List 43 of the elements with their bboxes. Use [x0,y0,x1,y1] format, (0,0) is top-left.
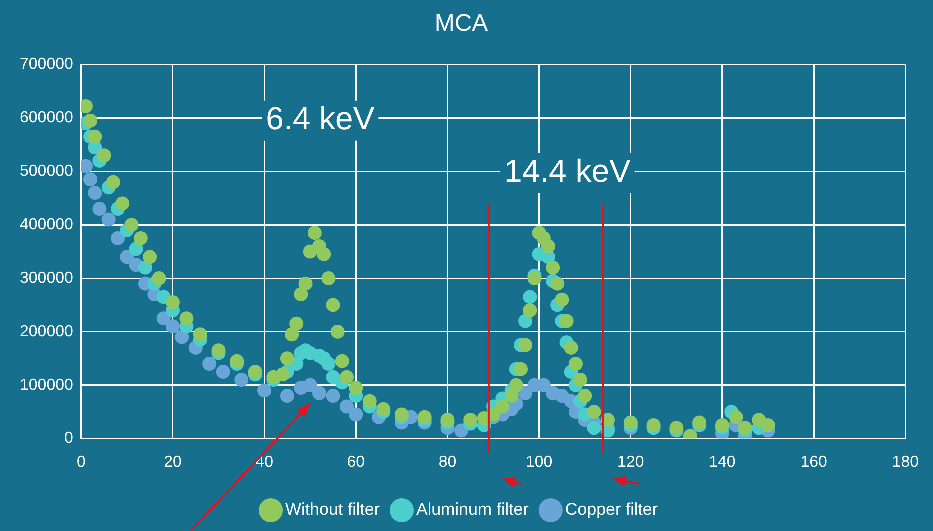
point [280,389,294,404]
x-tick-label: 20 [164,454,182,471]
point [454,424,468,438]
point [92,202,107,216]
point [234,373,249,388]
point [175,330,190,344]
y-tick-label: 400000 [20,216,74,234]
annotation: 14.4 keV [504,153,632,190]
y-tick-label: 500000 [20,163,74,180]
legend-label: Without filter [286,500,380,520]
point [88,186,102,200]
x-tick-label: 120 [618,454,644,471]
point [216,365,230,380]
y-tick-label: 200000 [20,323,74,340]
x-tick-label: 140 [709,454,736,471]
legend-label: Aluminum filter [416,500,530,520]
point [340,400,354,414]
y-tick-label: 100000 [20,376,74,394]
x-tick-label: 160 [800,454,828,471]
point [111,231,126,246]
y-tick-label: 0 [64,430,74,448]
x-tick-label: 180 [892,454,920,471]
x-tick-label: 100 [526,454,553,471]
legend-label: Copper filter [565,500,658,520]
point [84,172,98,187]
x-tick-label: 0 [76,454,86,471]
x-tick-label: 60 [347,454,366,471]
y-tick-label: 600000 [20,110,74,127]
point [349,408,364,422]
point [202,357,217,371]
point [326,389,340,404]
point [166,320,180,334]
y-tick-label: 300000 [20,270,74,287]
point [258,384,272,398]
point [303,378,318,392]
point [312,386,327,400]
x-tick-label: 40 [256,454,274,471]
point [518,386,533,400]
chart-title: MCA [434,10,488,38]
y-tick-label: 700000 [20,56,74,74]
annotation: 6.4 keV [266,100,376,137]
point [102,212,116,227]
x-tick-label: 80 [438,454,457,471]
